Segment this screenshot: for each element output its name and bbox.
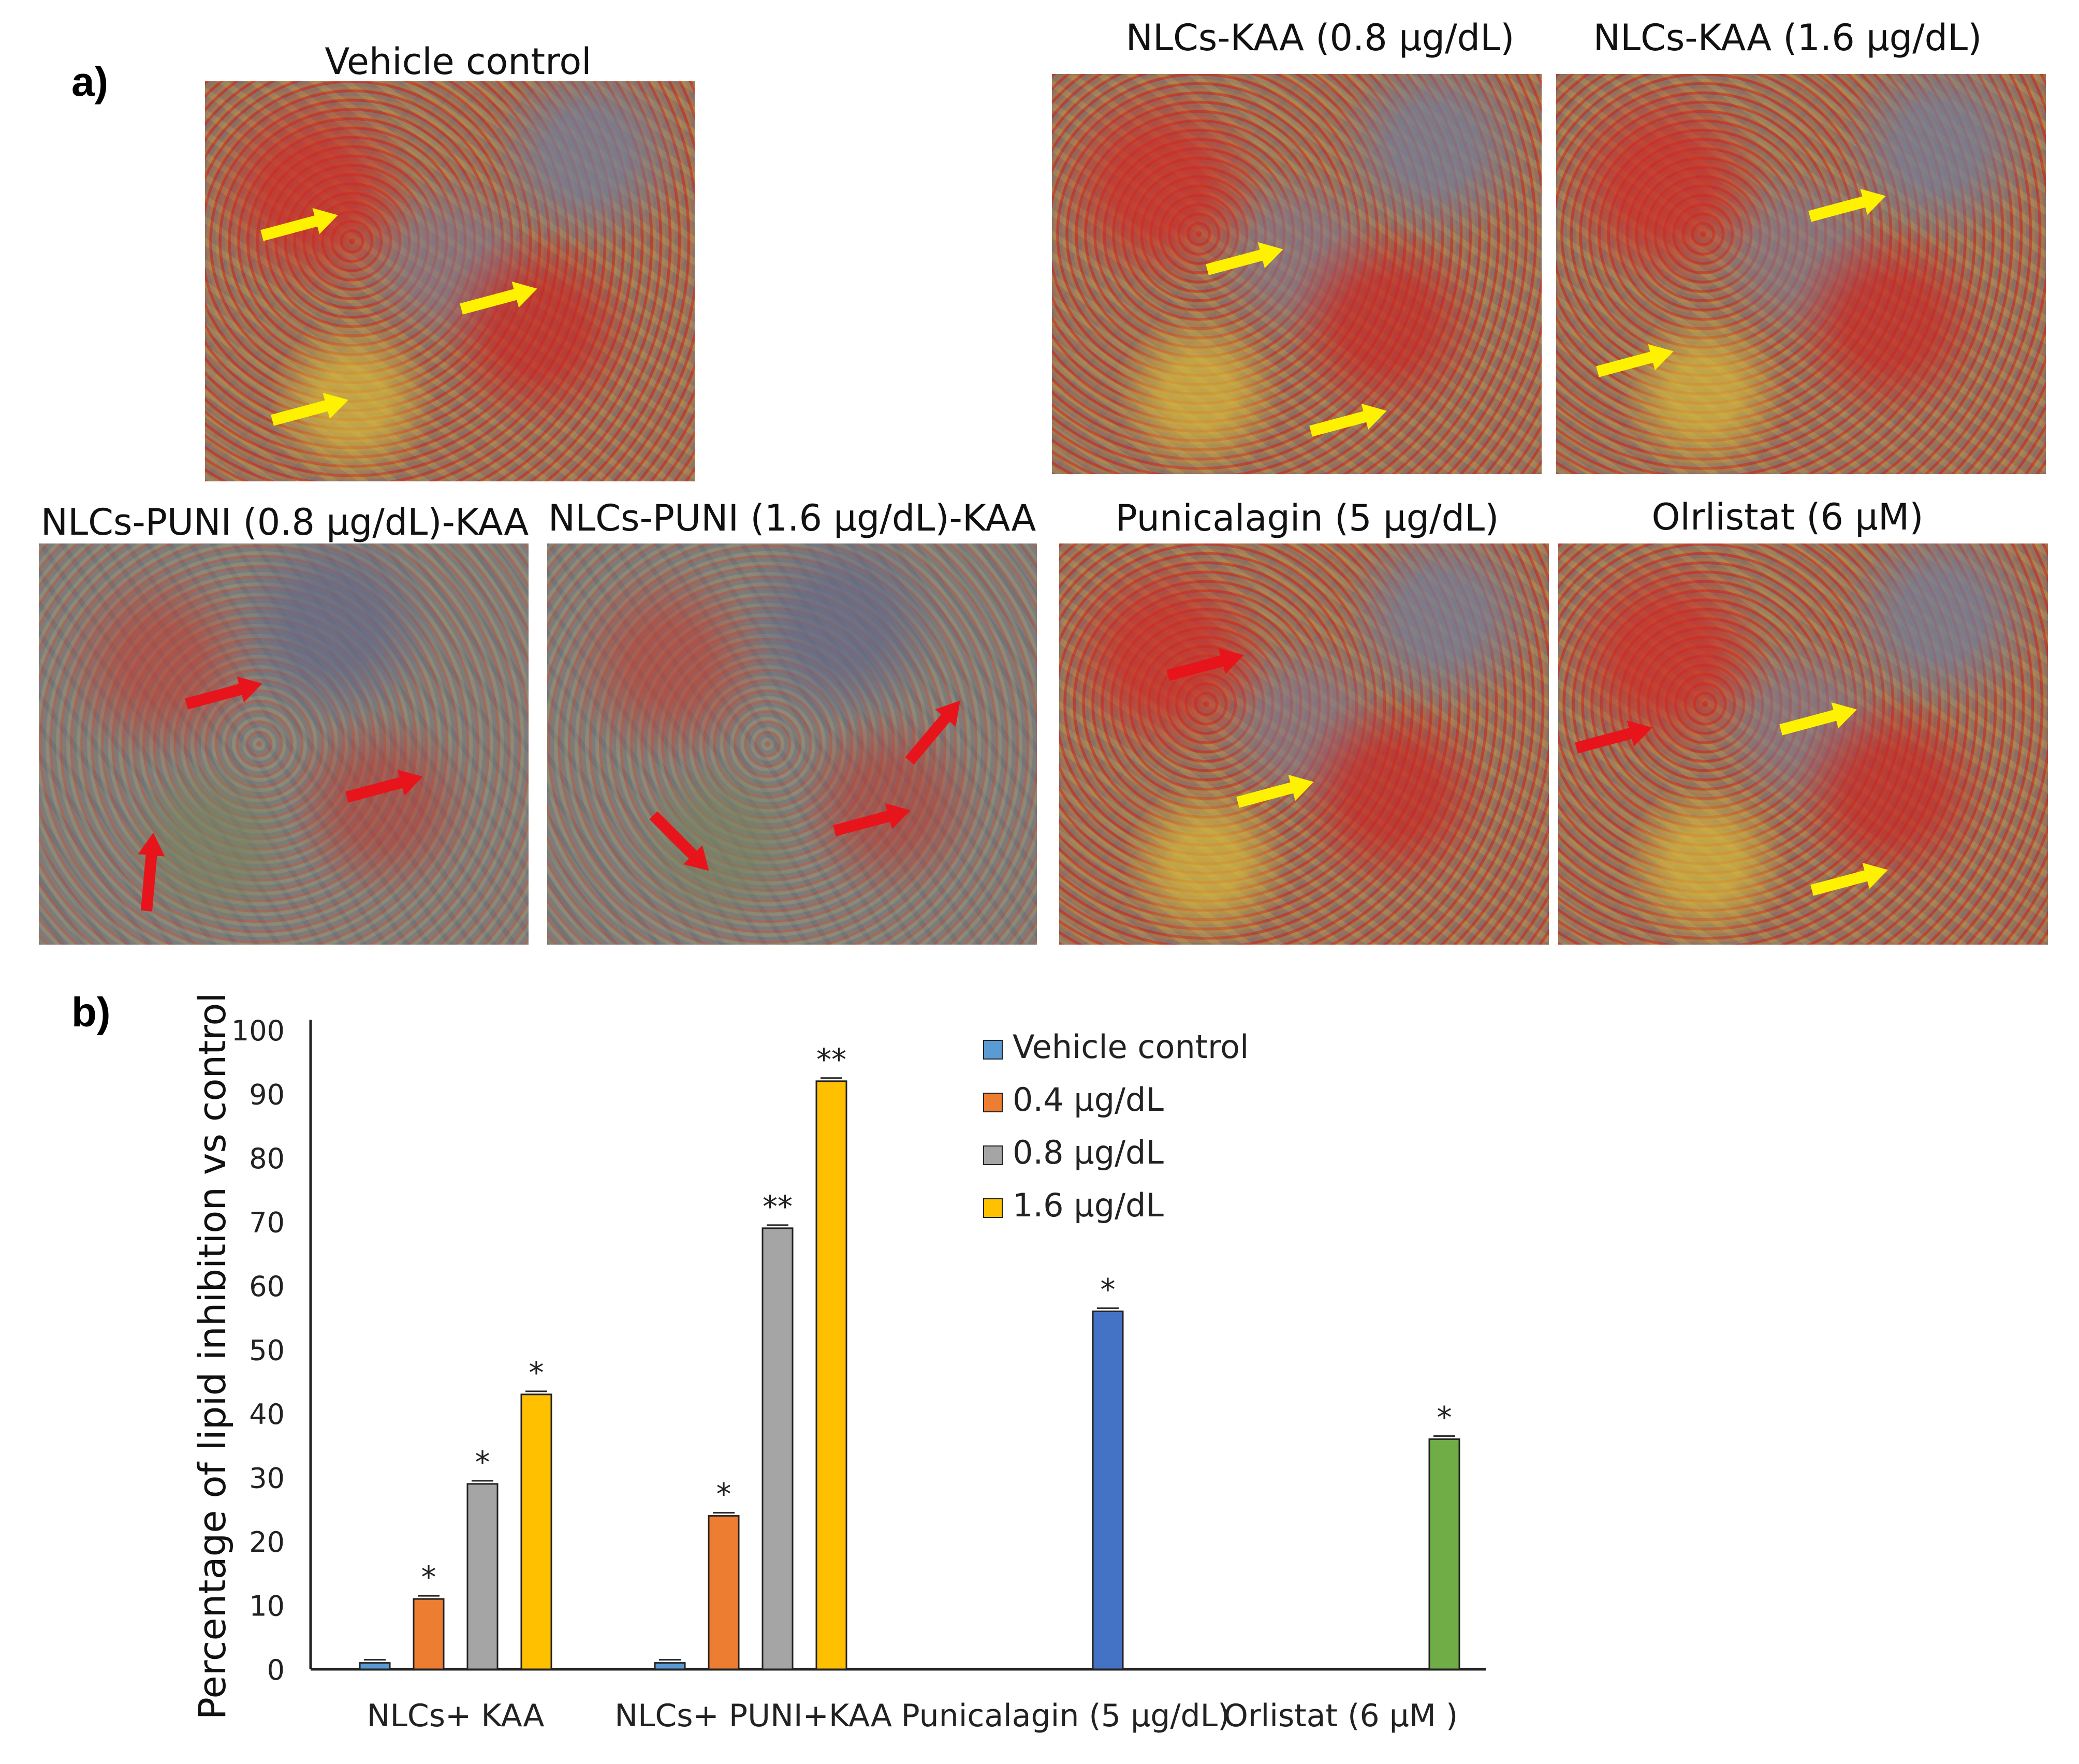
legend-swatch (983, 1040, 1003, 1060)
y-tick-label: 90 (249, 1079, 285, 1111)
bar (1092, 1310, 1124, 1670)
bar (359, 1662, 391, 1670)
y-tick-label: 70 (249, 1207, 285, 1239)
legend: Vehicle control 0.4 µg/dL 0.8 µg/dL 1.6 µg/… (983, 1028, 1249, 1224)
significance-label: * (1101, 1272, 1116, 1307)
legend-swatch (983, 1198, 1003, 1218)
x-axis: NLCs+ KAA NLCs+ PUNI+KAA Punicalagin (5 µg… (311, 1668, 1486, 1734)
bar (466, 1483, 499, 1670)
panel-a-label: a) (71, 58, 109, 105)
micrograph-nlcs-kaa-16 (1556, 74, 2046, 474)
bar (413, 1598, 445, 1670)
y-tick-label: 40 (249, 1398, 285, 1431)
bar (1428, 1438, 1460, 1670)
x-category-label: NLCs+ KAA (367, 1698, 545, 1734)
y-tick-label: 10 (249, 1590, 285, 1623)
legend-swatch (983, 1093, 1003, 1112)
x-category-label: NLCs+ PUNI+KAA (614, 1698, 892, 1734)
micrograph-nlcs-puni-08-kaa (39, 543, 529, 945)
significance-label: ** (763, 1189, 793, 1224)
y-tick-label: 30 (249, 1462, 285, 1495)
micrograph-nlcs-kaa-08 (1052, 74, 1542, 474)
x-category-label: Punicalagin (5 µg/dL) (901, 1698, 1230, 1734)
bar (815, 1080, 847, 1670)
bar (762, 1227, 794, 1670)
legend-entry: Vehicle control (1013, 1028, 1249, 1066)
y-axis-label: Percentage of lipid inhibition vs contro… (191, 993, 234, 1720)
image-title-punicalagin: Punicalagin (5 µg/dL) (1115, 497, 1499, 539)
bars: ********** (359, 1042, 1460, 1670)
legend-swatch (983, 1145, 1003, 1165)
legend-entry: 0.4 µg/dL (1013, 1081, 1164, 1119)
image-title-nlcs-kaa-16: NLCs-KAA (1.6 µg/dL) (1593, 17, 1982, 59)
significance-label: ** (816, 1042, 846, 1077)
x-category-label: Orlistat (6 µM ) (1224, 1698, 1458, 1734)
y-tick-label: 60 (249, 1270, 285, 1303)
y-tick-label: 20 (249, 1526, 285, 1559)
significance-label: * (716, 1477, 731, 1512)
micrograph-punicalagin (1059, 543, 1549, 945)
micrograph-vehicle-control (205, 81, 695, 481)
significance-label: * (475, 1445, 490, 1480)
image-title-nlcs-kaa-08: NLCs-KAA (0.8 µg/dL) (1125, 17, 1515, 59)
image-title-orlistat: Olrlistat (6 µM) (1651, 496, 1924, 538)
micrograph-orlistat (1558, 543, 2048, 945)
significance-label: * (529, 1355, 544, 1390)
y-tick-label: 100 (231, 1015, 285, 1047)
legend-entry: 1.6 µg/dL (1013, 1186, 1164, 1224)
y-tick-label: 80 (249, 1142, 285, 1175)
bar (654, 1662, 686, 1670)
lipid-inhibition-bar-chart: 0 10 20 30 40 50 60 70 80 90 100 NLCs+ KAA NLCs+ PU… (191, 993, 1486, 1734)
legend-entry: 0.8 µg/dL (1013, 1134, 1164, 1171)
y-axis: 0 10 20 30 40 50 60 70 80 90 100 (231, 1015, 312, 1686)
significance-label: * (421, 1560, 436, 1595)
image-title-nlcs-puni-16-kaa: NLCs-PUNI (1.6 µg/dL)-KAA (548, 497, 1036, 539)
image-title-nlcs-puni-08-kaa: NLCs-PUNI (0.8 µg/dL)-KAA (40, 501, 529, 543)
bar (708, 1515, 740, 1670)
image-title-vehicle-control: Vehicle control (325, 40, 592, 83)
y-tick-label: 0 (267, 1654, 285, 1686)
panel-b-label: b) (71, 989, 111, 1035)
bar (520, 1393, 552, 1670)
y-tick-label: 50 (249, 1334, 285, 1367)
micrograph-nlcs-puni-16-kaa (547, 543, 1037, 945)
significance-label: * (1437, 1400, 1452, 1435)
